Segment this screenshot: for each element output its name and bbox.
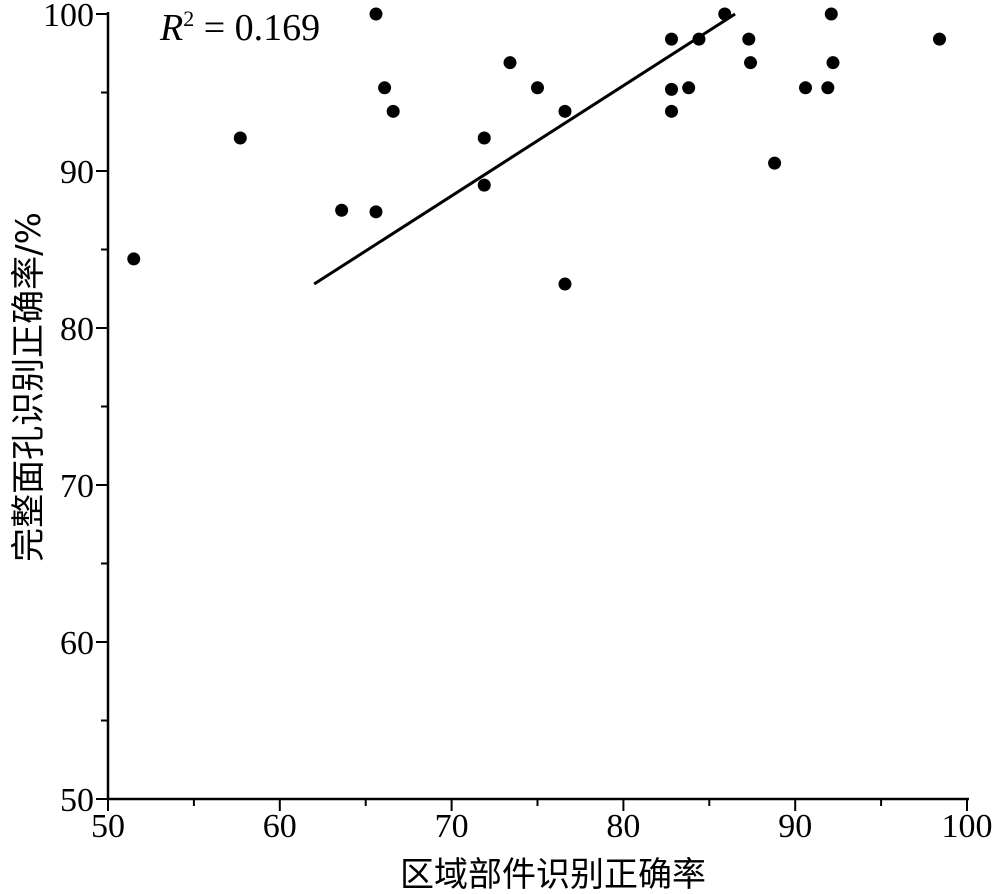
- data-point: [933, 32, 947, 46]
- data-point: [826, 56, 840, 70]
- data-point: [742, 32, 756, 46]
- data-point: [682, 81, 696, 95]
- x-axis-title: 区域部件识别正确率: [400, 855, 706, 894]
- data-point: [369, 205, 383, 219]
- data-point: [665, 104, 679, 118]
- y-tick-label: 60: [60, 625, 94, 662]
- r-superscript: 2: [183, 6, 194, 31]
- y-tick-label: 50: [60, 782, 94, 819]
- y-tick-label: 70: [60, 468, 94, 505]
- r-squared-value: = 0.169: [194, 7, 320, 49]
- x-tick-label: 50: [91, 808, 125, 845]
- data-point: [665, 32, 679, 46]
- data-point: [821, 81, 835, 95]
- y-axis-title: 完整面孔识别正确率/%: [9, 212, 49, 562]
- y-tick-label: 80: [60, 311, 94, 348]
- data-point: [386, 104, 400, 118]
- x-tick-label: 100: [942, 808, 993, 845]
- data-point: [558, 277, 572, 291]
- data-point: [824, 7, 838, 21]
- r-symbol: R: [159, 7, 183, 49]
- data-point: [744, 56, 758, 70]
- data-point: [127, 252, 141, 266]
- x-tick-label: 60: [263, 808, 297, 845]
- trend-line: [313, 12, 736, 286]
- data-point: [477, 131, 491, 145]
- data-point: [799, 81, 813, 95]
- data-point: [558, 104, 572, 118]
- ticks: [96, 13, 968, 811]
- data-point: [335, 203, 349, 217]
- y-tick-label: 90: [60, 154, 94, 191]
- data-point: [718, 7, 732, 21]
- x-tick-label: 80: [606, 808, 640, 845]
- data-point: [233, 131, 247, 145]
- data-point: [378, 81, 392, 95]
- y-tick-label: 100: [43, 0, 94, 34]
- data-point: [369, 7, 383, 21]
- tick-labels: 50 60 70 80 90 100 50 60 70 80 90 100: [43, 0, 993, 845]
- x-tick-label: 70: [435, 808, 469, 845]
- data-points: [127, 7, 947, 291]
- data-point: [503, 56, 517, 70]
- data-point: [768, 156, 782, 170]
- axes: [106, 12, 969, 801]
- r-squared-annotation: R2 = 0.169: [159, 6, 320, 49]
- x-tick-label: 90: [778, 808, 812, 845]
- data-point: [692, 32, 706, 46]
- data-point: [531, 81, 544, 95]
- data-point: [665, 82, 679, 96]
- data-point: [477, 178, 491, 192]
